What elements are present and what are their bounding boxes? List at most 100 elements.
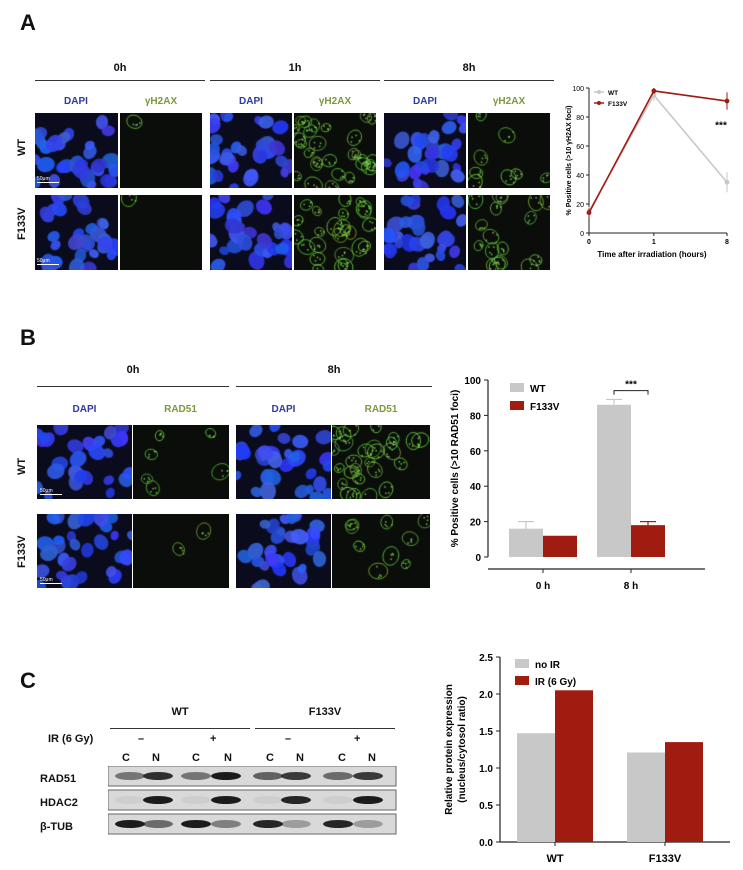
panel-a-channel-h2ax-8h: γH2AX	[492, 96, 526, 107]
blot-band-btub	[143, 820, 173, 828]
chart-c-legend-swatch	[515, 659, 529, 668]
chart-b-y-tick-label: 100	[464, 376, 481, 387]
micrograph-a-wt-1h-dapi	[210, 113, 292, 188]
chart-c-y-tick-label: 2.5	[479, 653, 493, 664]
micrograph-a-wt-8h-h2ax	[468, 113, 550, 188]
micrograph-a-f133v-8h-h2ax	[468, 195, 550, 270]
chart-b-bar-wt	[597, 404, 631, 557]
chart-a-point-f133v	[586, 210, 592, 216]
blot-label-hdac2: HDAC2	[40, 797, 78, 809]
chart-b-y-tick-label: 60	[470, 447, 482, 458]
micrograph-b-f133v-0h-dapi	[37, 514, 132, 588]
chart-c-y-label: Relative protein expression	[444, 684, 455, 815]
micrograph-a-wt-1h-h2ax	[294, 113, 376, 188]
chart-a-line-wt	[588, 93, 728, 212]
chart-a-y-tick-label: 40	[576, 173, 584, 180]
panel-a-divider-1h	[210, 80, 380, 81]
chart-a-y-tick-label: 20	[576, 202, 584, 209]
blot-band-rad51	[211, 772, 241, 780]
panel-c-group-f133v: F133V	[308, 706, 342, 718]
micrograph-a-f133v-1h-dapi	[210, 195, 292, 270]
chart-b-significance: ***	[625, 380, 637, 391]
chart-a-x-tick-label: 0	[587, 239, 591, 246]
chart-a-legend-label: F133V	[608, 101, 628, 108]
chart-c-x-tick-label: WT	[546, 853, 563, 865]
blot-band-hdac2	[143, 796, 173, 804]
blot-band-hdac2	[181, 796, 211, 804]
chart-b-significance-bracket	[613, 390, 649, 395]
micrograph-b-f133v-0h-rad51	[133, 514, 229, 588]
blot-band-hdac2	[211, 796, 241, 804]
panel-a-row-f133v: F133V	[16, 207, 28, 240]
blot-strip-btub	[108, 813, 397, 835]
fraction-label-1: C	[122, 752, 130, 764]
blot-band-btub	[181, 820, 211, 828]
chart-a-y-tick-label: 0	[580, 231, 584, 238]
panel-a-divider-8h	[384, 80, 554, 81]
panel-b-letter: B	[20, 325, 36, 350]
blot-band-hdac2	[353, 796, 383, 804]
scale-bar-a-f133v: 50μm	[37, 258, 59, 265]
blot-label-rad51: RAD51	[40, 773, 77, 785]
blot-label-btub: β-TUB	[40, 821, 73, 833]
blot-band-btub	[115, 820, 145, 828]
chart-a-line: 0 20 40 60 80 100 0 1 8 Time after irradiation (h…	[566, 86, 730, 259]
panel-b-channel-dapi-8h: DAPI	[271, 404, 296, 415]
panel-b-divider-8h	[236, 386, 432, 387]
panel-a-row-wt: WT	[16, 138, 28, 156]
micrograph-a-wt-0h-dapi	[35, 113, 118, 188]
blot-band-rad51	[143, 772, 173, 780]
chart-b-bar-wt	[509, 528, 543, 557]
panel-b-timepoint-8h: 8h	[327, 364, 341, 376]
chart-c-legend-label: IR (6 Gy)	[535, 677, 576, 688]
panel-b-timepoint-0h: 0h	[126, 364, 140, 376]
chart-b-y-tick-label: 80	[470, 411, 482, 422]
chart-b-legend-swatch	[510, 401, 524, 410]
panel-b-divider-0h	[37, 386, 229, 387]
chart-a-y-tick-label: 80	[576, 115, 584, 122]
chart-c-bar: 0.0 0.5 1.0 1.5 2.0 2.5 Relative protein expre…	[444, 653, 730, 865]
micrograph-a-f133v-0h-h2ax	[120, 195, 202, 270]
chart-a-y-label: % Positive cells (>10 γH2AX foci)	[566, 106, 573, 216]
chart-b-y-label: % Positive cells (>10 RAD51 foci)	[450, 390, 461, 548]
panel-a-channel-dapi-0h: DAPI	[64, 96, 88, 107]
chart-c-y-tick-label: 2.0	[479, 690, 493, 701]
panel-b-channel-dapi-0h: DAPI	[72, 404, 97, 415]
chart-a-significance: ***	[715, 121, 727, 132]
chart-c-y-label: (nucleus/cytosol ratio)	[457, 696, 468, 803]
chart-a-y-tick-label: 100	[572, 86, 584, 93]
panel-a-channel-dapi-1h: DAPI	[239, 96, 263, 107]
micrograph-b-f133v-8h-dapi	[236, 514, 331, 588]
chart-a-legend-marker	[597, 90, 601, 94]
chart-c-y-tick-label: 1.5	[479, 727, 493, 738]
blot-band-hdac2	[115, 796, 145, 804]
chart-a-x-tick-label: 1	[652, 239, 656, 246]
blot-band-rad51	[181, 772, 211, 780]
chart-b-bar: 0 20 40 60 80 100% Positive cells (>10 RAD51 …	[450, 376, 705, 592]
blot-band-hdac2	[253, 796, 283, 804]
blot-band-btub	[253, 820, 283, 828]
micrograph-a-f133v-1h-h2ax	[294, 195, 376, 270]
micrograph-a-wt-0h-h2ax	[120, 113, 202, 188]
panel-a-channel-h2ax-1h: γH2AX	[318, 96, 352, 107]
panel-a-timepoint-8h: 8h	[462, 62, 476, 74]
fraction-label-3: C	[192, 752, 200, 764]
ir-sign-3: –	[285, 733, 292, 745]
chart-c-bar-ir	[665, 742, 703, 842]
blot-band-rad51	[281, 772, 311, 780]
chart-a-legend-marker	[597, 101, 601, 105]
chart-b-legend-label: F133V	[530, 402, 560, 413]
blot-band-btub	[281, 820, 311, 828]
scale-bar-a-wt: 50μm	[37, 176, 59, 183]
chart-b-y-tick-label: 40	[470, 482, 482, 493]
fraction-label-5: C	[266, 752, 274, 764]
micrograph-b-f133v-8h-rad51	[332, 514, 430, 588]
blot-band-btub	[353, 820, 383, 828]
panel-b-row-wt: WT	[16, 457, 28, 475]
panel-b-row-f133v: F133V	[16, 535, 28, 568]
chart-c-y-tick-label: 0.0	[479, 838, 493, 849]
micrograph-a-f133v-0h-dapi	[35, 195, 118, 270]
chart-a-line-f133v	[588, 90, 728, 214]
chart-b-x-tick-label: 8 h	[624, 581, 638, 592]
western-blot	[108, 766, 397, 835]
